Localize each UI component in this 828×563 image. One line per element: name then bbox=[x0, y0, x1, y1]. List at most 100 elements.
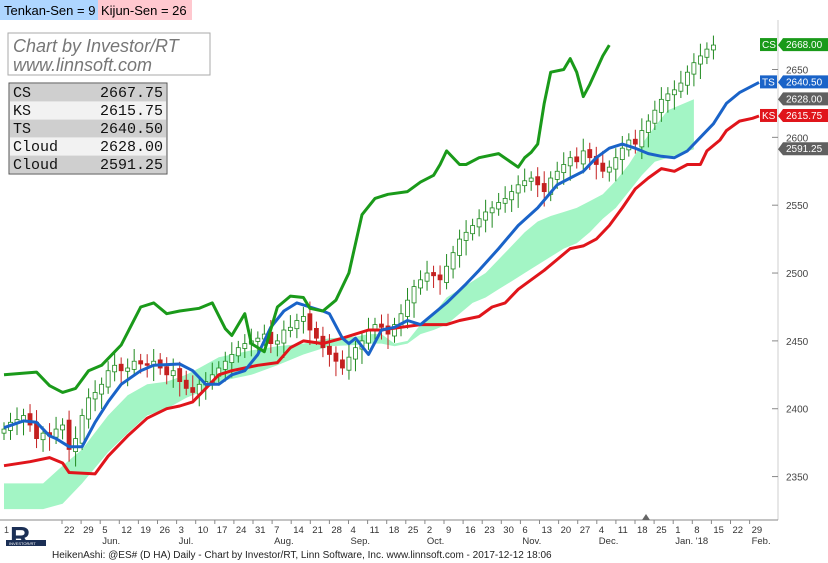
x-month-label: Nov. bbox=[522, 536, 541, 547]
price-value: 2615.75 bbox=[786, 111, 823, 122]
candle-layer bbox=[1, 35, 716, 467]
price-value-box bbox=[778, 108, 828, 122]
candle-body bbox=[242, 343, 248, 349]
line-layer bbox=[3, 44, 760, 476]
price-value-box bbox=[778, 75, 828, 89]
tenkan-pill-bg bbox=[0, 0, 98, 20]
x-tick-label: 18 bbox=[389, 525, 400, 536]
x-month-label: Oct. bbox=[427, 536, 444, 547]
candle-body bbox=[528, 177, 534, 182]
readout-name: CS bbox=[13, 85, 31, 102]
ts-line bbox=[3, 81, 760, 449]
x-tick-label: 10 bbox=[198, 525, 209, 536]
x-tick-label: 24 bbox=[236, 525, 247, 536]
watermark-box bbox=[7, 32, 211, 76]
candle-body bbox=[125, 367, 131, 372]
candle-body bbox=[476, 218, 482, 228]
kijun-label: Kijun-Sen = 26 bbox=[101, 3, 187, 18]
candle-body bbox=[353, 347, 358, 360]
candle-body bbox=[333, 352, 339, 362]
x-tick-label: 8 bbox=[694, 525, 699, 536]
candle-body bbox=[79, 415, 85, 444]
x-tick-label: 25 bbox=[408, 525, 419, 536]
price-value-box bbox=[778, 142, 828, 156]
price-label: 2628.00 bbox=[778, 92, 828, 106]
price-tag bbox=[760, 38, 777, 52]
readout-row bbox=[10, 84, 166, 101]
candle-body bbox=[496, 202, 502, 210]
candle-body bbox=[509, 191, 515, 201]
candle-body bbox=[346, 356, 352, 371]
candle-body bbox=[639, 130, 645, 148]
candle-body bbox=[235, 347, 241, 357]
price-tag-label: KS bbox=[762, 111, 776, 122]
readout-name: Cloud bbox=[13, 157, 58, 174]
candle-body bbox=[424, 272, 430, 282]
candle-body bbox=[541, 183, 547, 193]
candle-body bbox=[131, 360, 137, 370]
candle-body bbox=[190, 387, 196, 393]
candle-body bbox=[444, 265, 449, 283]
candle-body bbox=[698, 55, 703, 65]
ks-line bbox=[3, 114, 760, 476]
candle-body bbox=[222, 360, 228, 370]
candle-body bbox=[411, 286, 417, 304]
x-tick-label: 13 bbox=[542, 525, 553, 536]
candle-body bbox=[632, 138, 638, 145]
candle-body bbox=[164, 366, 170, 376]
candle-body bbox=[619, 147, 625, 160]
candle-body bbox=[658, 98, 664, 113]
readout-table: CS 2667.75 KS 2615.75 TS 2640.50 Cloud 2628.00 C… bbox=[8, 82, 168, 175]
price-value: 2628.00 bbox=[786, 94, 823, 105]
readout-name: TS bbox=[13, 121, 31, 138]
price-tag-label: CS bbox=[762, 40, 776, 51]
readout-value: 2591.25 bbox=[100, 157, 163, 174]
candle-body bbox=[340, 359, 345, 369]
x-tick-label: 29 bbox=[752, 525, 763, 536]
candle-body bbox=[92, 392, 98, 400]
candle-body bbox=[652, 109, 658, 124]
candle-body bbox=[515, 184, 521, 194]
price-value-box bbox=[778, 38, 828, 52]
price-labels: CS 2668.00 TS 2640.50 2628.00 KS 2615.75 2591.2… bbox=[760, 38, 828, 156]
price-label: CS 2668.00 bbox=[760, 38, 828, 52]
candle-body bbox=[307, 313, 313, 331]
candle-body bbox=[535, 176, 541, 186]
candle-body bbox=[392, 324, 397, 337]
readout-name: KS bbox=[13, 103, 31, 120]
x-tick-label: 17 bbox=[217, 525, 228, 536]
x-month-label: Dec. bbox=[599, 536, 619, 547]
x-tick-label: 5 bbox=[102, 525, 107, 536]
x-tick-label: 20 bbox=[561, 525, 572, 536]
price-value-box bbox=[778, 92, 828, 106]
logo-letter: R bbox=[10, 521, 30, 552]
x-tick-label: 1 bbox=[675, 525, 680, 536]
x-start-marker: 1 bbox=[4, 525, 9, 535]
candle-body bbox=[561, 164, 567, 174]
candle-body bbox=[300, 316, 306, 322]
x-tick-label: 25 bbox=[656, 525, 667, 536]
price-label: TS 2640.50 bbox=[760, 75, 828, 89]
candle-body bbox=[587, 149, 593, 159]
x-tick-label: 29 bbox=[83, 525, 94, 536]
x-tick-label: 16 bbox=[465, 525, 476, 536]
candle-body bbox=[183, 379, 189, 389]
tenkan-label: Tenkan-Sen = 9 bbox=[4, 3, 95, 18]
candle-body bbox=[138, 360, 144, 365]
candle-body bbox=[40, 432, 46, 441]
watermark-line2: www.linnsoft.com bbox=[13, 55, 152, 75]
candle-body bbox=[255, 337, 261, 342]
candle-body bbox=[314, 327, 319, 339]
candle-body bbox=[684, 71, 690, 86]
candle-body bbox=[437, 274, 443, 281]
candle-body bbox=[470, 225, 476, 235]
readout-name: Cloud bbox=[13, 139, 58, 156]
candle-body bbox=[177, 368, 183, 382]
x-month-label: Aug. bbox=[274, 536, 294, 547]
y-axis: 2350 2400 2450 2500 2550 2600 2650 bbox=[772, 65, 809, 484]
candle-body bbox=[118, 363, 124, 372]
price-label: 2591.25 bbox=[778, 142, 828, 156]
candle-body bbox=[613, 157, 619, 170]
candle-body bbox=[431, 272, 436, 277]
